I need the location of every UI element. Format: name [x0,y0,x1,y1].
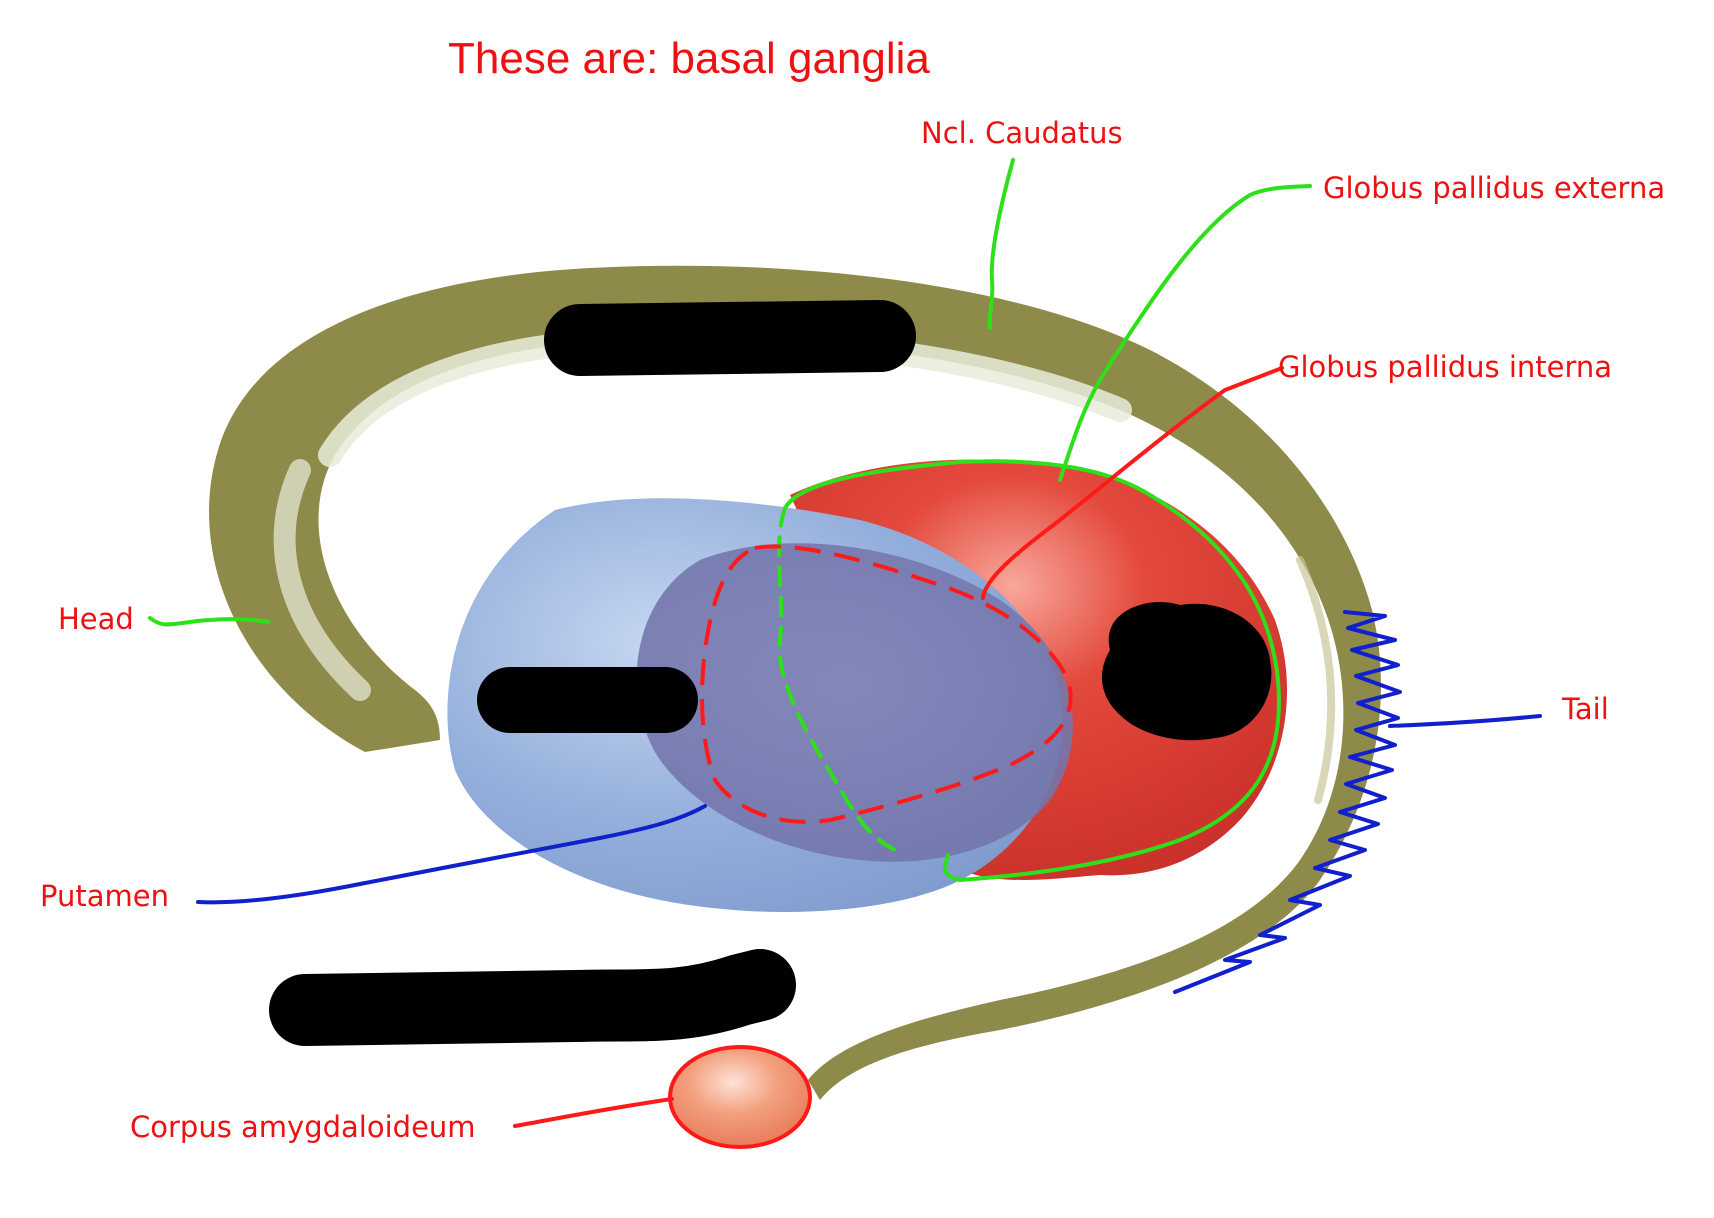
gp-externa-outline [777,459,1281,883]
putamen [447,498,1073,912]
tail-marking [1173,610,1402,994]
gp-externa-leader [1058,184,1312,482]
gp-interna-leader [981,366,1284,600]
redaction-blob [1101,602,1272,741]
gp-interna-outline [700,544,1073,824]
redaction-bar-top [544,300,916,376]
label-gp-interna: Globus pallidus interna [1278,350,1613,384]
caudatus-leader [987,158,1015,330]
diagram-title: These are: basal ganglia [448,34,930,83]
label-putamen: Putamen [40,879,169,913]
putamen-leader [196,804,707,905]
label-amygdala: Corpus amygdaloideum [130,1110,476,1144]
label-gp-externa: Globus pallidus externa [1323,171,1666,205]
redaction-marks [269,300,1272,1046]
amygdala [668,1045,812,1149]
label-tail: Tail [1562,692,1609,726]
amygdala-leader [513,1097,674,1128]
redaction-bar-bottom [269,949,796,1046]
head-leader [148,616,270,627]
label-caudatus: Ncl. Caudatus [921,116,1123,150]
label-head: Head [58,602,134,636]
tail-leader [1388,714,1542,728]
